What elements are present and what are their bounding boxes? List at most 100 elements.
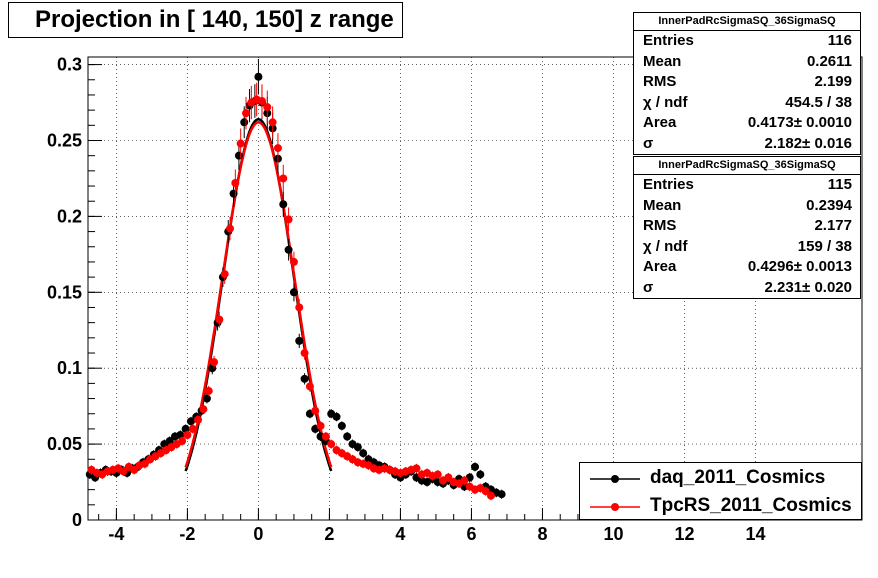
x-tick-label: 8 [537, 524, 547, 544]
data-point [412, 464, 421, 473]
data-point [234, 151, 243, 160]
data-point [337, 421, 346, 430]
data-point [284, 215, 293, 224]
data-point [332, 412, 341, 421]
data-point [220, 270, 229, 279]
y-tick-label: 0.15 [47, 282, 82, 302]
stats-header: InnerPadRcSigmaSQ_36SigmaSQ [634, 13, 860, 31]
data-points [85, 59, 506, 501]
chart-title: Projection in [ 140, 150] z range [8, 2, 403, 38]
y-tick-label: 0.3 [57, 55, 82, 75]
data-point [476, 470, 485, 479]
data-point [183, 430, 192, 439]
data-point [240, 118, 249, 127]
y-tick-label: 0.1 [57, 358, 82, 378]
x-tick-label: 2 [324, 524, 334, 544]
data-point [300, 349, 309, 358]
data-point [178, 437, 187, 446]
data-point [444, 473, 453, 482]
data-point [257, 97, 266, 106]
fit-curves [184, 117, 333, 472]
data-point [279, 200, 288, 209]
stats-row-chi2: χ / ndf 159 / 38 [643, 237, 852, 255]
data-point [215, 315, 224, 324]
x-tick-label: 0 [253, 524, 263, 544]
data-point [140, 459, 149, 468]
stats-box-tpcrs: InnerPadRcSigmaSQ_36SigmaSQ Entries 115 M… [633, 156, 861, 299]
data-point [236, 139, 245, 148]
data-point [471, 462, 479, 471]
data-point [229, 189, 238, 198]
data-point [279, 174, 288, 183]
data-point [327, 440, 336, 449]
data-point [295, 303, 304, 312]
x-tick-label: 4 [395, 524, 405, 544]
data-point [289, 288, 298, 297]
x-tick-label: 12 [674, 524, 694, 544]
legend-label-daq: daq_2011_Cosmics [650, 467, 826, 488]
data-point [305, 382, 314, 391]
stats-header: InnerPadRcSigmaSQ_36SigmaSQ [634, 157, 860, 175]
fit-curve-TpcRS_2011_Cosmics [184, 121, 333, 468]
data-point [194, 415, 203, 424]
stats-box-daq: InnerPadRcSigmaSQ_36SigmaSQ Entries 116 M… [633, 12, 861, 155]
data-point [295, 336, 304, 345]
data-point [186, 417, 195, 426]
data-point [273, 144, 282, 153]
legend-marker-tpcrs [590, 503, 640, 511]
data-point [316, 421, 325, 430]
data-point [199, 405, 208, 414]
stats-row-sigma: σ 2.182± 0.016 [643, 134, 852, 152]
stats-row-mean: Mean 0.2394 [643, 196, 852, 214]
stats-row-rms: RMS 2.177 [643, 217, 852, 234]
legend-item-daq: daq_2011_Cosmics [590, 465, 860, 493]
legend-label-tpcrs: TpcRS_2011_Cosmics [650, 495, 852, 516]
data-point [119, 467, 128, 476]
stats-row-area: Area 0.4296± 0.0013 [643, 258, 852, 275]
data-point [497, 490, 506, 499]
x-tick-label: -2 [179, 524, 195, 544]
data-point [481, 487, 490, 496]
data-point [359, 449, 368, 458]
data-point [130, 465, 139, 474]
x-tick-label: 10 [603, 524, 623, 544]
y-tick-label: 0 [72, 510, 82, 530]
data-point [433, 470, 442, 479]
data-point [226, 224, 235, 233]
data-point [300, 374, 309, 383]
data-point [311, 406, 320, 415]
legend-marker-daq [590, 475, 640, 483]
data-point [353, 443, 362, 452]
y-tick-label: 0.25 [47, 130, 82, 150]
stats-row-sigma: σ 2.231± 0.020 [643, 278, 852, 296]
data-point [188, 424, 197, 433]
data-point [254, 72, 263, 81]
legend: daq_2011_Cosmics TpcRS_2011_Cosmics [579, 462, 862, 520]
data-point [241, 109, 250, 118]
stats-row-chi2: χ / ndf 454.5 / 38 [643, 93, 852, 111]
data-point [321, 432, 330, 441]
data-point [268, 118, 277, 127]
plot-frame [87, 56, 863, 521]
data-point [263, 103, 272, 112]
data-point [210, 358, 219, 367]
data-point [202, 394, 211, 403]
x-tick-label: 14 [745, 524, 765, 544]
x-axis-tick-labels: -4 -2 0 2 4 6 8 10 12 14 [108, 524, 765, 544]
y-tick-label: 0.2 [57, 206, 82, 226]
data-point [231, 178, 240, 187]
stats-row-mean: Mean 0.2611 [643, 52, 852, 70]
stats-row-rms: RMS 2.199 [643, 73, 852, 90]
data-point [284, 245, 293, 254]
fit-curve-daq_2011_Cosmics [184, 117, 333, 472]
stats-row-entries: Entries 115 [643, 176, 852, 193]
y-tick-label: 0.05 [47, 434, 82, 454]
x-tick-label: -4 [108, 524, 124, 544]
y-axis-tick-labels: 0 0.05 0.1 0.15 0.2 0.25 0.3 [47, 55, 82, 530]
x-tick-label: 6 [466, 524, 476, 544]
data-point [486, 491, 495, 500]
data-point [343, 432, 352, 441]
data-point [204, 386, 213, 395]
stats-row-area: Area 0.4173± 0.0010 [643, 114, 852, 131]
